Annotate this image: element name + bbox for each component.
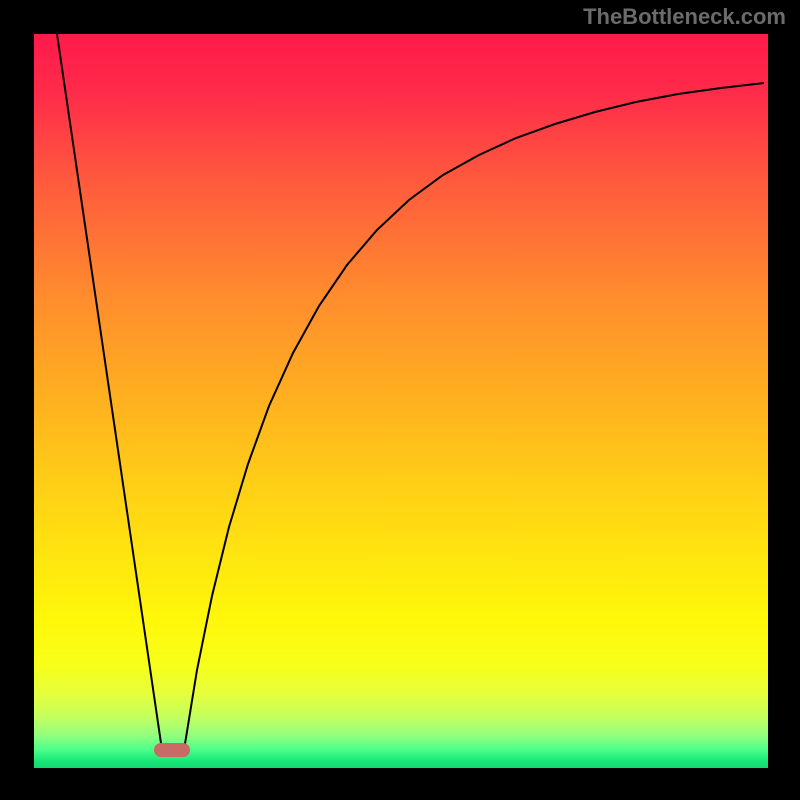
right-curve bbox=[184, 83, 764, 750]
watermark-text: TheBottleneck.com bbox=[583, 4, 786, 30]
left-curve bbox=[57, 34, 162, 750]
bottleneck-marker bbox=[154, 743, 190, 757]
